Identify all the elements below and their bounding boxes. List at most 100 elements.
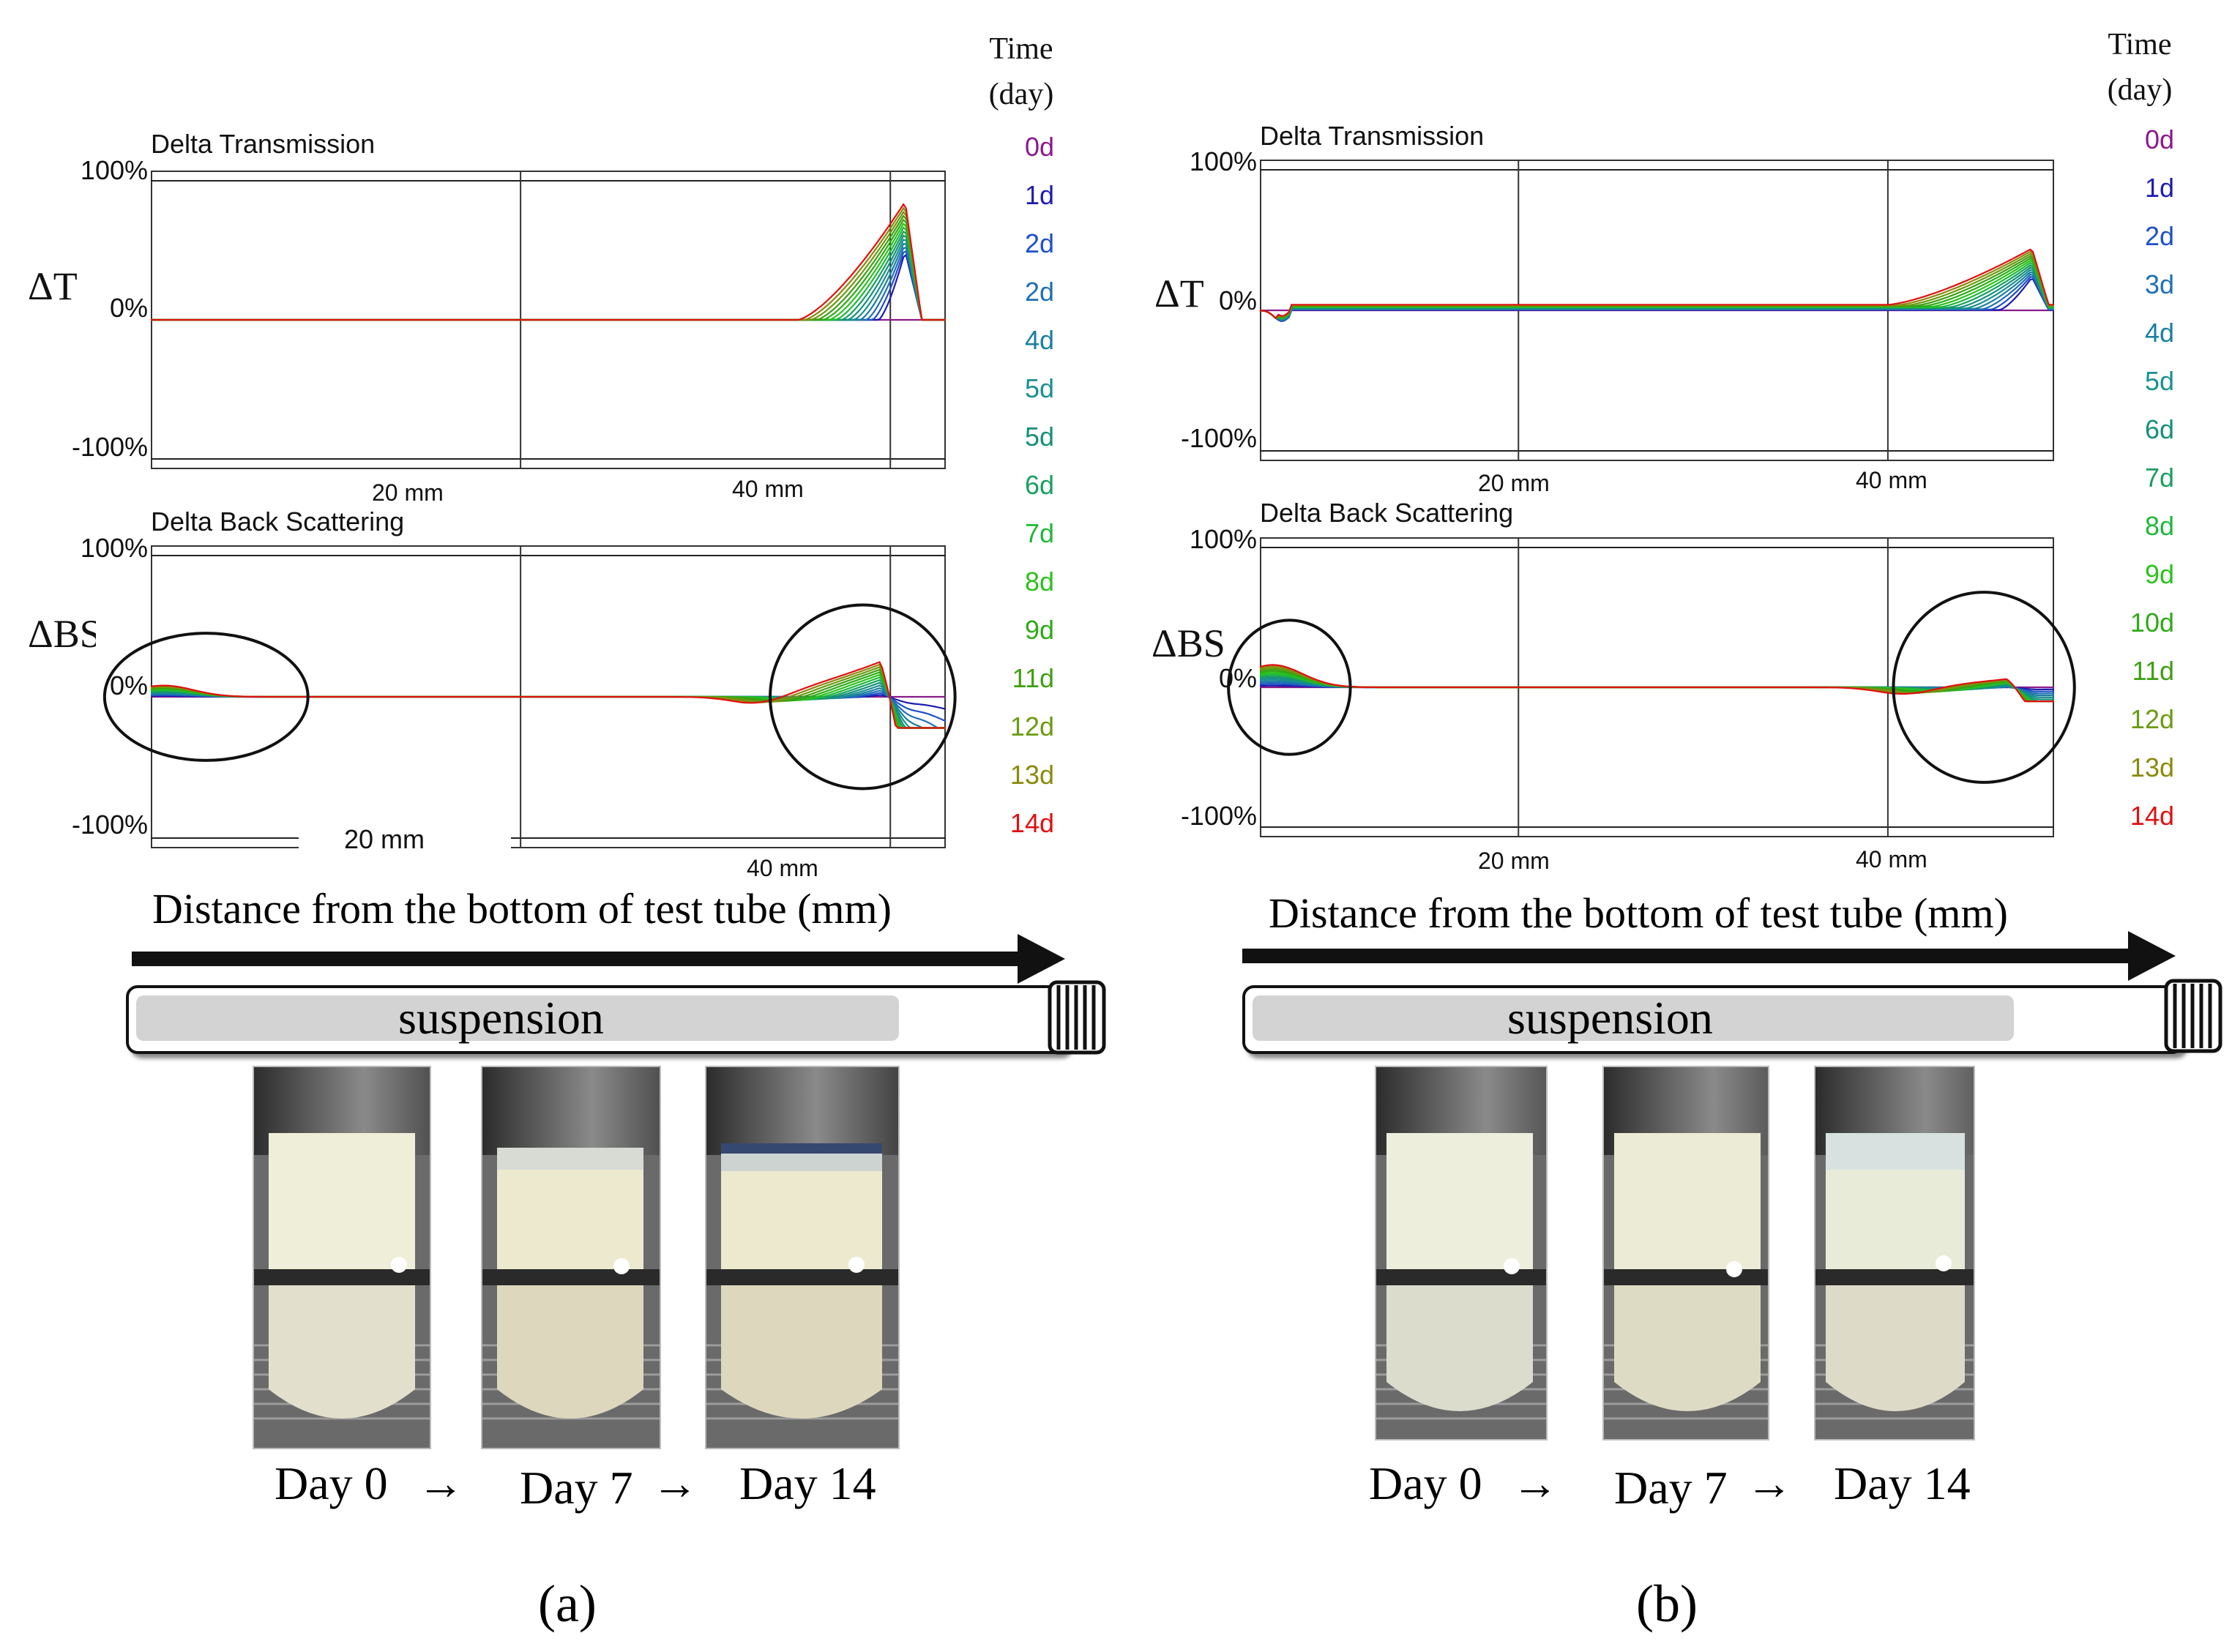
series-line-14d <box>150 661 946 729</box>
legend-item: 6d <box>2144 414 2174 444</box>
legend-item: 5d <box>1024 422 1054 452</box>
panel-label: (b) <box>1636 1574 1698 1633</box>
tube-photo-day7 <box>1602 1066 1769 1440</box>
suspension-fill <box>136 995 899 1041</box>
legend-item: 3d <box>2144 269 2174 299</box>
y-tick-label: -100% <box>71 432 148 462</box>
tube-cap-icon <box>1048 980 1106 1055</box>
y-axis-label: ΔBS <box>28 612 96 656</box>
x-tick-label: 40 mm <box>1856 846 1927 872</box>
legend-item: 6d <box>1024 470 1054 500</box>
y-tick-label: 0% <box>1218 663 1257 693</box>
legend-item: 5d <box>1024 373 1054 403</box>
highlight-circle <box>1227 618 1352 756</box>
day-caption: Day 14 <box>1834 1457 1971 1509</box>
y-tick-label: 100% <box>1189 524 1257 554</box>
y-axis-label: ΔT <box>1154 272 1204 315</box>
day-caption: Day 0 <box>275 1457 388 1509</box>
panel-label: (a) <box>538 1574 597 1633</box>
y-axis-label: ΔBS <box>1152 621 1225 665</box>
series-line-14d <box>1259 248 2054 320</box>
arrow-icon <box>132 934 1065 984</box>
suspension-fill <box>1253 995 2014 1041</box>
x-tick-label: 20 mm <box>372 479 444 506</box>
y-tick-label: -100% <box>1180 801 1257 831</box>
chart-title: Delta Back Scattering <box>151 507 405 537</box>
legend-item: 12d <box>1009 711 1054 741</box>
day-caption: Day 14 <box>739 1457 876 1509</box>
highlight-circle <box>769 603 957 791</box>
legend-item: 0d <box>1024 132 1054 162</box>
arrow-icon <box>1242 931 2176 981</box>
suspension-label: suspension <box>398 992 604 1044</box>
x-axis-title: Distance from the bottom of test tube (m… <box>1269 889 2008 937</box>
panel-a: Delta Transmission ΔT 100% 0% -100% 20 m… <box>28 32 1106 1633</box>
tube-photo-day0 <box>253 1066 431 1449</box>
tube-photo-day0 <box>1375 1066 1548 1440</box>
legend-item: 7d <box>1024 518 1054 548</box>
x-tick-label: 40 mm <box>1856 467 1927 493</box>
legend-item: 2d <box>2144 221 2174 251</box>
legend-item: 13d <box>2130 752 2174 782</box>
legend-item: 0d <box>2144 124 2174 154</box>
legend-item: 11d <box>2132 656 2174 686</box>
caption-arrow-icon: → <box>1512 1457 1559 1509</box>
x-axis-title: Distance from the bottom of test tube (m… <box>152 885 892 932</box>
chart-title: Delta Transmission <box>1260 121 1485 151</box>
legend-item: 7d <box>2144 463 2174 493</box>
y-tick-label: 0% <box>1218 285 1257 315</box>
x-tick-label: 20 mm <box>1478 470 1550 496</box>
delta-backscattering-chart <box>1227 537 2076 837</box>
y-tick-label: 100% <box>80 533 148 563</box>
y-tick-label: -100% <box>71 810 148 840</box>
legend-item: 1d <box>1024 180 1054 210</box>
legend-item: 4d <box>1024 325 1054 355</box>
legend: 0d 1d 2d 2d 4d 5d 5d 6d 7d 8d 9d 11d 12d 13d 14d <box>981 132 1054 856</box>
day-caption: Day 7 <box>1614 1462 1728 1514</box>
y-tick-label: 0% <box>109 670 148 700</box>
delta-transmission-chart <box>1259 160 2054 461</box>
day-caption: Day 0 <box>1369 1457 1482 1509</box>
y-tick-label: 0% <box>109 293 148 323</box>
y-axis-label: ΔT <box>28 264 78 308</box>
tube-photo-day7 <box>481 1066 661 1449</box>
x-tick-label: 40 mm <box>747 855 818 881</box>
series-line-14d <box>151 203 946 321</box>
x-tick-label: 40 mm <box>732 476 804 502</box>
legend-item: 8d <box>2144 511 2174 541</box>
highlight-circle <box>1892 591 2076 784</box>
chart-title: Delta Back Scattering <box>1260 498 1514 528</box>
suspension-label: suspension <box>1507 992 1713 1044</box>
tube-photo-day14 <box>1814 1066 1975 1440</box>
legend-title: Time (day) <box>2107 28 2173 107</box>
y-tick-label: 100% <box>1189 146 1257 176</box>
legend-item: 5d <box>2144 366 2174 396</box>
legend-item: 11d <box>1012 663 1054 693</box>
legend-item: 14d <box>2130 801 2174 831</box>
caption-arrow-icon: → <box>1746 1457 1793 1509</box>
caption-arrow-icon: → <box>417 1457 464 1509</box>
test-tube-bar: suspension <box>126 985 1069 1054</box>
delta-backscattering-chart <box>102 545 957 848</box>
highlight-circle <box>102 632 310 762</box>
y-tick-label: -100% <box>1180 423 1257 453</box>
day-caption: Day 7 <box>520 1462 633 1514</box>
overlay-label: 20 mm <box>344 824 425 854</box>
legend-item: 1d <box>2144 173 2174 203</box>
legend-item: 4d <box>2144 318 2174 348</box>
legend-item: 2d <box>1024 277 1054 307</box>
legend-item: 8d <box>1024 567 1054 597</box>
chart-title: Delta Transmission <box>151 129 376 159</box>
legend-item: 14d <box>1009 808 1054 838</box>
x-tick-label: 20 mm <box>1478 848 1550 874</box>
caption-arrow-icon: → <box>652 1457 698 1509</box>
legend-item: 9d <box>2144 559 2174 589</box>
y-tick-label: 100% <box>80 155 148 185</box>
legend-item: 10d <box>2130 608 2174 638</box>
overlay-label-box: 20 mm <box>299 791 511 871</box>
panel-b: Delta Transmission ΔT 100% 0% -100% 20 m… <box>1116 0 2232 1652</box>
legend-item: 9d <box>1024 615 1054 645</box>
legend-item: 12d <box>2130 704 2174 734</box>
legend-title: Time (day) <box>988 32 1054 111</box>
legend-item: 2d <box>1024 228 1054 258</box>
